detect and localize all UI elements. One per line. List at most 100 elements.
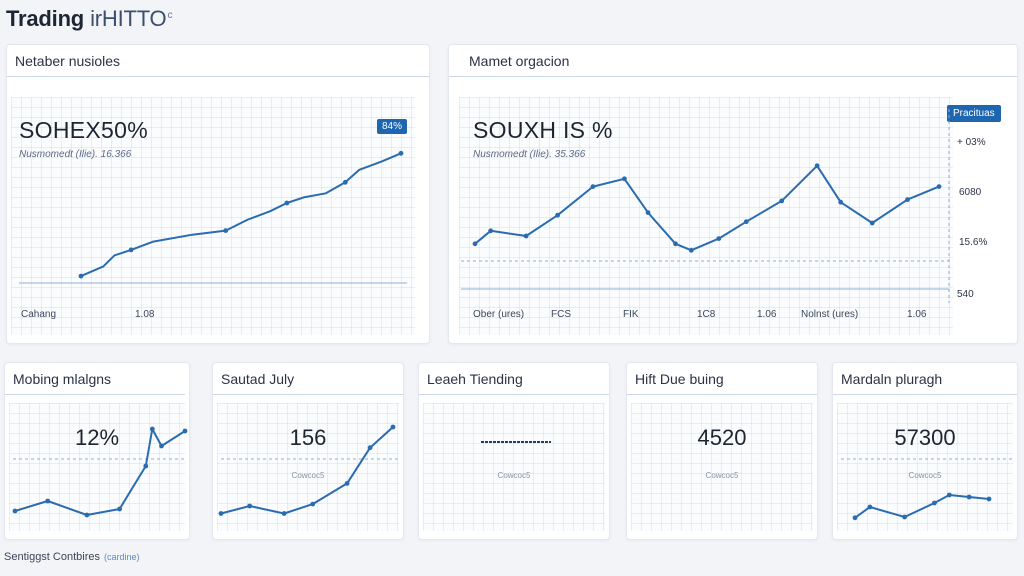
mini-card-chart-area bbox=[631, 403, 813, 531]
mini-card: Hift Due buing 4520 Cowcoc5 bbox=[626, 362, 818, 540]
mini-card-sub: Cowcoc5 bbox=[705, 471, 739, 480]
data-point bbox=[779, 198, 785, 204]
mini-card-sub: Cowcoc5 bbox=[291, 471, 325, 480]
panel-right-foot-label: Ober (ures) bbox=[473, 309, 525, 320]
data-point bbox=[117, 506, 122, 512]
panel-right-value: SOUXH IS % bbox=[473, 117, 613, 143]
data-point bbox=[869, 220, 875, 226]
panel-right-foot-label: 1.06 bbox=[757, 309, 777, 320]
footer-label: Sentiggst Contbires bbox=[4, 551, 100, 563]
data-point bbox=[946, 492, 952, 498]
data-point bbox=[936, 184, 942, 190]
data-point bbox=[45, 498, 51, 504]
mini-card-chart bbox=[841, 458, 1013, 521]
mini-card: Mobing mlalgns 12% bbox=[4, 362, 190, 540]
panel-right-axis-label: 6080 bbox=[959, 187, 982, 198]
mini-card-chart bbox=[218, 424, 399, 516]
app-title-mark: c bbox=[167, 9, 173, 21]
data-point bbox=[344, 481, 350, 486]
panel-left-value: SOHEX50% bbox=[19, 117, 148, 143]
data-point bbox=[986, 496, 992, 502]
data-point bbox=[645, 210, 651, 216]
mini-card-chart-area bbox=[9, 403, 185, 531]
data-point bbox=[390, 424, 396, 430]
data-point bbox=[247, 503, 253, 509]
data-point bbox=[472, 241, 478, 247]
data-point bbox=[149, 426, 155, 432]
panel-right-axis-label: + 03% bbox=[957, 137, 986, 148]
panel-left: Netaber nusioles SOHEX50% Nusmomedt (Ili… bbox=[6, 44, 430, 344]
mini-card-dash bbox=[481, 441, 551, 443]
data-point bbox=[488, 228, 494, 234]
mini-card-header: Mardaln pluragh bbox=[833, 363, 1017, 395]
data-point bbox=[128, 247, 134, 253]
data-point bbox=[223, 228, 229, 234]
app-title-rest: irHITTO bbox=[90, 6, 167, 31]
mini-card-sub: Cowcoc5 bbox=[908, 471, 942, 480]
data-point bbox=[143, 463, 149, 469]
panel-right-header: Mamet orgacion bbox=[449, 45, 1017, 77]
data-point bbox=[281, 511, 287, 516]
data-point bbox=[905, 197, 910, 203]
mini-card: Sautad July 156 Cowcoc5 bbox=[212, 362, 404, 540]
mini-card-chart-area bbox=[423, 403, 605, 531]
footer-link[interactable]: (cardine) bbox=[104, 552, 140, 562]
data-point bbox=[688, 247, 694, 253]
data-point bbox=[12, 508, 18, 514]
data-point bbox=[159, 443, 164, 449]
data-point bbox=[523, 233, 529, 239]
data-point bbox=[838, 199, 844, 205]
panel-right-chart-area bbox=[459, 97, 953, 335]
series-line bbox=[14, 428, 186, 516]
data-point bbox=[867, 504, 873, 510]
mini-card-header: Sautad July bbox=[213, 363, 403, 395]
mini-card: Mardaln pluragh 57300 Cowcoc5 bbox=[832, 362, 1018, 540]
panel-right-foot-label: Nolnst (ures) bbox=[801, 309, 859, 320]
data-point bbox=[284, 200, 290, 206]
mini-card-value: 57300 bbox=[894, 425, 956, 450]
mini-card: Leaeh Tiending Cowcoc5 bbox=[418, 362, 610, 540]
panel-right-chart bbox=[461, 109, 950, 303]
panel-left-sub: Nusmomedt (Ilie). 16.366 bbox=[19, 149, 132, 160]
app-title: Trading irHITTOc bbox=[6, 6, 172, 32]
data-point bbox=[902, 514, 907, 520]
data-point bbox=[852, 515, 858, 521]
panel-left-chart-area bbox=[11, 97, 415, 335]
data-point bbox=[182, 428, 188, 434]
data-point bbox=[84, 512, 90, 518]
panel-left-chart bbox=[19, 150, 407, 284]
data-point bbox=[218, 511, 224, 516]
panel-left-badge: 84% bbox=[377, 119, 408, 134]
footer: Sentiggst Contbires (cardine) bbox=[4, 551, 140, 563]
panel-right: Mamet orgacion SOUXH IS % Nusmomedt (Ili… bbox=[448, 44, 1018, 344]
series-line bbox=[220, 426, 394, 515]
data-point bbox=[966, 494, 972, 500]
panel-right-legend-badge[interactable]: Pracituas bbox=[947, 105, 1001, 122]
data-point bbox=[78, 273, 84, 279]
data-point bbox=[932, 500, 937, 506]
panel-left-foot-mid: 1.08 bbox=[135, 309, 155, 320]
panel-right-foot-label: FCS bbox=[551, 309, 571, 320]
mini-card-chart-area bbox=[217, 403, 399, 531]
mini-card-value: 12% bbox=[74, 425, 120, 450]
data-point bbox=[716, 236, 722, 242]
mini-card-chart bbox=[12, 426, 188, 518]
data-point bbox=[814, 163, 820, 169]
panel-left-foot-left: Cahang bbox=[21, 309, 57, 320]
data-point bbox=[590, 184, 596, 190]
mini-card-value: 156 bbox=[289, 425, 327, 450]
data-point bbox=[310, 501, 316, 507]
data-point bbox=[398, 150, 404, 156]
app-title-bold: Trading bbox=[6, 6, 85, 31]
panel-right-foot-label: 1C8 bbox=[697, 309, 716, 320]
series-line bbox=[80, 152, 402, 278]
panel-right-sub: Nusmomedt (Ilie). 35.366 bbox=[473, 149, 586, 160]
series-line bbox=[474, 164, 940, 252]
panel-right-axis-label: 15.6% bbox=[959, 237, 988, 248]
panel-left-header: Netaber nusioles bbox=[7, 45, 429, 77]
data-point bbox=[342, 179, 348, 185]
data-point bbox=[555, 212, 560, 218]
mini-card-header: Hift Due buing bbox=[627, 363, 817, 395]
mini-card-value: 4520 bbox=[697, 425, 747, 450]
panel-right-axis-label: 540 bbox=[957, 289, 974, 300]
